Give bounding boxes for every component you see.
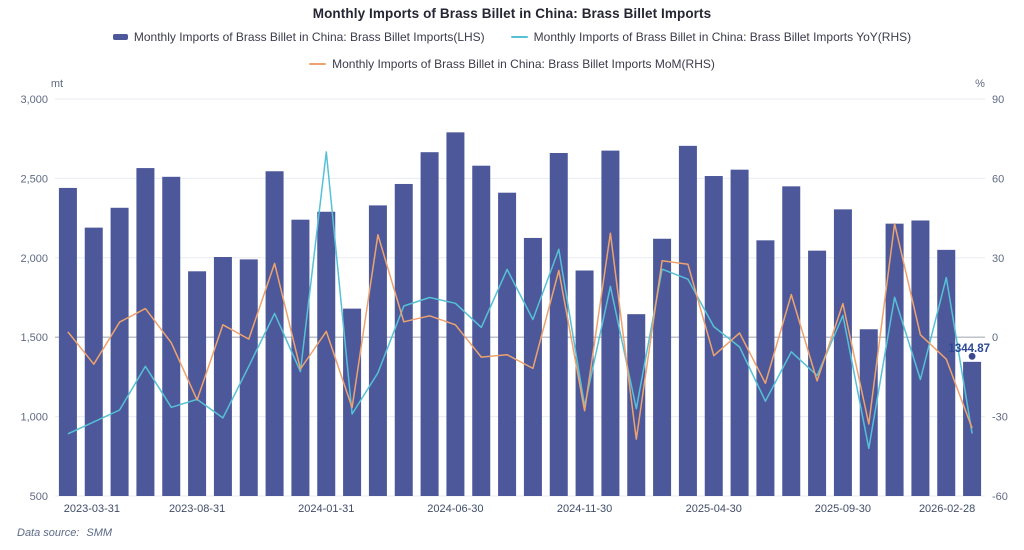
import-bar	[420, 152, 439, 496]
import-bar	[291, 219, 310, 497]
y-tick-label-right: 60	[992, 173, 1004, 185]
import-bar	[343, 308, 362, 496]
y-tick-label-left: 500	[30, 491, 48, 503]
import-bar	[756, 240, 775, 496]
import-bar	[188, 271, 207, 496]
import-bar	[213, 257, 232, 496]
legend-item-imports[interactable]: Monthly Imports of Brass Billet in China…	[112, 30, 485, 44]
import-bar	[575, 270, 594, 496]
import-bar	[704, 176, 723, 496]
import-bar	[394, 183, 413, 496]
right-axis-unit: %	[975, 78, 985, 90]
import-bar	[911, 220, 930, 496]
import-bar	[808, 250, 827, 496]
y-tick-label-left: 2,500	[20, 173, 48, 185]
mom-line-marker-icon	[309, 63, 327, 65]
legend-item-mom[interactable]: Monthly Imports of Brass Billet in China…	[309, 57, 715, 71]
x-tick-label: 2023-03-31	[64, 503, 120, 515]
x-tick-label: 2025-04-30	[686, 503, 742, 515]
data-source-value: SMM	[86, 527, 113, 539]
y-tick-label-right: 30	[992, 253, 1004, 265]
import-bar	[472, 165, 491, 497]
y-tick-label-right: 90	[992, 94, 1004, 106]
import-bar	[601, 150, 620, 497]
import-bar	[110, 207, 129, 496]
legend-label: Monthly Imports of Brass Billet in China…	[133, 30, 485, 44]
last-value-label: 1344.87	[948, 343, 990, 355]
import-bar	[782, 186, 801, 496]
import-bar	[136, 168, 155, 496]
y-tick-label-right: -60	[992, 491, 1008, 503]
mom-line	[67, 222, 973, 440]
import-bar	[885, 223, 904, 496]
yoy-line	[67, 151, 973, 450]
data-source-label: Data source:	[17, 527, 80, 539]
y-tick-label-right: 0	[992, 332, 998, 344]
import-bar	[678, 145, 697, 496]
y-tick-label-left: 1,500	[20, 332, 48, 344]
x-tick-label: 2024-06-30	[427, 503, 483, 515]
legend-label: Monthly Imports of Brass Billet in China…	[533, 30, 912, 44]
yoy-line-marker-icon	[510, 36, 528, 38]
import-bar	[446, 132, 465, 496]
x-tick-label: 2024-11-30	[557, 503, 612, 515]
y-tick-label-left: 3,000	[20, 94, 48, 106]
x-tick-label: 2026-02-28	[919, 503, 975, 515]
legend-item-yoy[interactable]: Monthly Imports of Brass Billet in China…	[510, 30, 912, 44]
import-bar	[653, 238, 672, 496]
import-bar	[239, 259, 258, 496]
import-bar	[265, 171, 284, 496]
chart-title: Monthly Imports of Brass Billet in China…	[312, 6, 712, 21]
import-bar	[833, 209, 852, 496]
bar-series-marker-icon	[112, 34, 128, 40]
x-tick-label: 2023-08-31	[169, 503, 225, 515]
import-bar	[937, 249, 956, 496]
legend-row-1: Monthly Imports of Brass Billet in China…	[0, 29, 1024, 45]
data-source-note: Data source: SMM	[17, 527, 112, 539]
import-bar	[549, 152, 568, 496]
left-axis-unit: mt	[51, 78, 63, 90]
import-bar	[368, 205, 387, 496]
last-value-dot	[968, 352, 976, 360]
import-bar	[58, 187, 77, 497]
import-bar	[162, 176, 181, 496]
import-bar	[859, 329, 878, 496]
x-tick-label: 2024-01-31	[298, 503, 354, 515]
y-tick-label-left: 1,000	[20, 412, 48, 424]
y-tick-label-right: -30	[992, 412, 1008, 424]
import-bar	[84, 227, 103, 497]
y-tick-label-left: 2,000	[20, 253, 48, 265]
legend-row-2: Monthly Imports of Brass Billet in China…	[0, 56, 1024, 72]
legend-label: Monthly Imports of Brass Billet in China…	[332, 57, 715, 71]
x-tick-label: 2025-09-30	[815, 503, 871, 515]
import-bar	[498, 192, 517, 496]
import-bar	[317, 211, 336, 497]
